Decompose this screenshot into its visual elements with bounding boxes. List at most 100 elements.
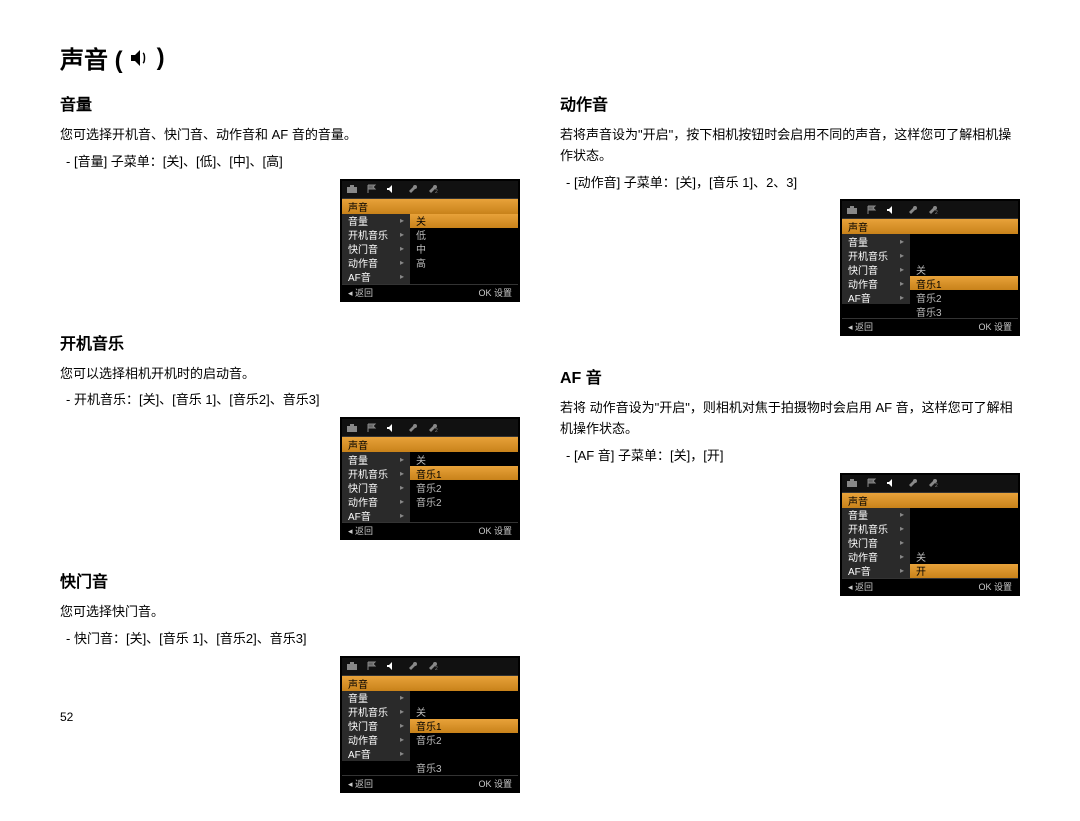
menu-row[interactable]: 开机音乐▸ 低 bbox=[342, 228, 518, 242]
menu-row[interactable]: 开机音乐▸ 音乐1 bbox=[342, 466, 518, 480]
svg-text:2: 2 bbox=[935, 210, 938, 215]
menu-row[interactable]: 动作音▸ 高 bbox=[342, 256, 518, 270]
menu-tabs[interactable]: 2 bbox=[842, 475, 1018, 493]
menu-row[interactable]: 快门音▸ 中 bbox=[342, 242, 518, 256]
back-button[interactable]: ◂ 返回 bbox=[348, 286, 373, 299]
camera-icon bbox=[846, 478, 858, 488]
menu-row[interactable]: 动作音▸ 音乐2 bbox=[342, 733, 518, 747]
sec-desc: 若将 动作音设为"开启"，则相机对焦于拍摄物时会启用 AF 音，这样您可了解相机… bbox=[560, 398, 1020, 440]
back-button[interactable]: ◂ 返回 bbox=[348, 524, 373, 537]
chevron-right-icon: ▸ bbox=[400, 230, 404, 239]
menu-item-label: 音量▸ bbox=[342, 452, 410, 466]
section-startup: 开机音乐 您可以选择相机开机时的启动音。 开机音乐：[关]、[音乐 1]、[音乐… bbox=[60, 330, 520, 541]
menu-wrapper: 2 声音 音量▸ 开机音乐▸ 快门音▸ 动作音▸ 关 AF音▸ 开 ◂ 返回 O… bbox=[560, 473, 1020, 596]
menu-row[interactable]: 快门音▸ 关 bbox=[842, 262, 1018, 276]
menu-item-label: 动作音▸ bbox=[342, 494, 410, 508]
page-number: 52 bbox=[60, 710, 73, 724]
menu-row[interactable]: 音量▸ bbox=[842, 508, 1018, 522]
menu-footer: ◂ 返回 OK 设置 bbox=[842, 318, 1018, 334]
wrench2-icon: 2 bbox=[926, 478, 938, 488]
menu-row[interactable]: 音量▸ bbox=[342, 691, 518, 705]
chevron-right-icon: ▸ bbox=[900, 566, 904, 575]
ok-button[interactable]: OK 设置 bbox=[978, 580, 1012, 593]
page-title: 声音 ( ) bbox=[60, 40, 1020, 75]
ok-button[interactable]: OK 设置 bbox=[478, 286, 512, 299]
menu-item-value: 音乐1 bbox=[910, 276, 1018, 290]
sound-icon bbox=[886, 478, 898, 488]
back-button[interactable]: ◂ 返回 bbox=[848, 580, 873, 593]
chevron-right-icon: ▸ bbox=[400, 483, 404, 492]
menu-item-value: 音乐3 bbox=[410, 761, 518, 775]
menu-row[interactable]: 音乐3 bbox=[842, 304, 1018, 318]
menu-row[interactable]: 音量▸ bbox=[842, 234, 1018, 248]
wrench-icon bbox=[406, 661, 418, 671]
menu-row[interactable]: AF音▸ 音乐2 bbox=[842, 290, 1018, 304]
right-column: 动作音 若将声音设为"开启"，按下相机按钮时会启用不同的声音，这样您可了解相机操… bbox=[560, 91, 1020, 821]
menu-row[interactable]: AF音▸ bbox=[342, 508, 518, 522]
ok-button[interactable]: OK 设置 bbox=[478, 524, 512, 537]
menu-item-value: 关 bbox=[910, 262, 1018, 276]
menu-tabs[interactable]: 2 bbox=[342, 419, 518, 437]
flag-icon bbox=[866, 205, 878, 215]
menu-wrapper: 2 声音 音量▸ 关 开机音乐▸ 低 快门音▸ 中 动作音▸ 高 AF音▸ ◂ … bbox=[60, 179, 520, 302]
menu-wrapper: 2 声音 音量▸ 关 开机音乐▸ 音乐1 快门音▸ 音乐2 动作音▸ 音乐2 A… bbox=[60, 417, 520, 540]
menu-row[interactable]: 开机音乐▸ bbox=[842, 248, 1018, 262]
sec-sub: [音量] 子菜单：[关]、[低]、[中]、[高] bbox=[74, 152, 520, 173]
speaker-icon bbox=[129, 49, 151, 67]
menu-row[interactable]: 音乐3 bbox=[342, 761, 518, 775]
menu-row[interactable]: 开机音乐▸ bbox=[842, 522, 1018, 536]
chevron-right-icon: ▸ bbox=[400, 455, 404, 464]
ok-button[interactable]: OK 设置 bbox=[478, 777, 512, 790]
menu-row[interactable]: 动作音▸ 音乐2 bbox=[342, 494, 518, 508]
sec-sub: 快门音：[关]、[音乐 1]、[音乐2]、音乐3] bbox=[74, 629, 520, 650]
sec-title: 开机音乐 bbox=[60, 330, 520, 354]
menu-tabs[interactable]: 2 bbox=[842, 201, 1018, 219]
menu-item-value: 关 bbox=[410, 452, 518, 466]
menu-row[interactable]: AF音▸ bbox=[342, 747, 518, 761]
menu-item-label: 音量▸ bbox=[342, 691, 410, 705]
menu-heading: 声音 bbox=[342, 437, 518, 452]
page-title-text-pre: 声音 ( bbox=[60, 40, 123, 75]
menu-tabs[interactable]: 2 bbox=[342, 181, 518, 199]
menu-item-value: 音乐1 bbox=[410, 719, 518, 733]
back-button[interactable]: ◂ 返回 bbox=[348, 777, 373, 790]
menu-row[interactable]: 快门音▸ 音乐1 bbox=[342, 719, 518, 733]
menu-item-value: 高 bbox=[410, 256, 518, 270]
ok-button[interactable]: OK 设置 bbox=[978, 320, 1012, 333]
menu-item-value bbox=[410, 508, 518, 522]
menu-heading: 声音 bbox=[842, 493, 1018, 508]
menu-row[interactable]: 开机音乐▸ 关 bbox=[342, 705, 518, 719]
flag-icon bbox=[866, 478, 878, 488]
sec-title: 快门音 bbox=[60, 568, 520, 592]
chevron-right-icon: ▸ bbox=[400, 735, 404, 744]
chevron-right-icon: ▸ bbox=[900, 293, 904, 302]
back-button[interactable]: ◂ 返回 bbox=[848, 320, 873, 333]
menu-item-label: AF音▸ bbox=[842, 290, 910, 304]
menu-row[interactable]: 音量▸ 关 bbox=[342, 214, 518, 228]
wrench-icon bbox=[406, 423, 418, 433]
menu-row[interactable]: 动作音▸ 音乐1 bbox=[842, 276, 1018, 290]
menu-item-value bbox=[910, 536, 1018, 550]
menu-row[interactable]: 动作音▸ 关 bbox=[842, 550, 1018, 564]
menu-item-value: 音乐1 bbox=[410, 466, 518, 480]
chevron-right-icon: ▸ bbox=[900, 510, 904, 519]
sound-icon bbox=[886, 205, 898, 215]
menu-item-label: 音量▸ bbox=[842, 234, 910, 248]
sec-sub: [动作音] 子菜单：[关]，[音乐 1]、2、3] bbox=[574, 173, 1020, 194]
sound-icon bbox=[386, 184, 398, 194]
menu-item-value: 音乐2 bbox=[410, 480, 518, 494]
wrench-icon bbox=[906, 205, 918, 215]
menu-item-value: 音乐2 bbox=[910, 290, 1018, 304]
section-shutter: 快门音 您可选择快门音。 快门音：[关]、[音乐 1]、[音乐2]、音乐3] 2… bbox=[60, 568, 520, 793]
section-action: 动作音 若将声音设为"开启"，按下相机按钮时会启用不同的声音，这样您可了解相机操… bbox=[560, 91, 1020, 336]
menu-row[interactable]: 快门音▸ bbox=[842, 536, 1018, 550]
menu-footer: ◂ 返回 OK 设置 bbox=[842, 578, 1018, 594]
menu-row[interactable]: AF音▸ bbox=[342, 270, 518, 284]
flag-icon bbox=[366, 184, 378, 194]
menu-row[interactable]: AF音▸ 开 bbox=[842, 564, 1018, 578]
menu-tabs[interactable]: 2 bbox=[342, 658, 518, 676]
menu-row[interactable]: 音量▸ 关 bbox=[342, 452, 518, 466]
menu-row[interactable]: 快门音▸ 音乐2 bbox=[342, 480, 518, 494]
wrench-icon bbox=[906, 478, 918, 488]
chevron-right-icon: ▸ bbox=[400, 721, 404, 730]
